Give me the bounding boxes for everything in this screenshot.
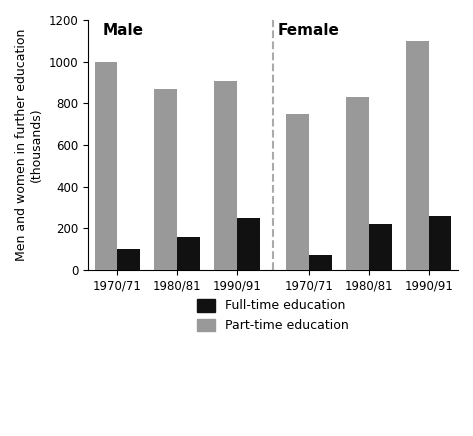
Bar xyxy=(237,218,260,270)
Y-axis label: Men and women in further education
(thousands): Men and women in further education (thou… xyxy=(15,29,43,261)
Bar xyxy=(155,89,177,270)
Bar xyxy=(369,224,392,270)
Bar xyxy=(177,237,200,270)
Bar xyxy=(117,249,140,270)
Bar xyxy=(95,61,117,270)
Text: Female: Female xyxy=(278,23,340,38)
Legend: Full-time education, Part-time education: Full-time education, Part-time education xyxy=(191,293,355,339)
Bar xyxy=(406,41,429,270)
Bar xyxy=(429,216,451,270)
Bar xyxy=(214,82,237,270)
Bar xyxy=(286,114,309,270)
Bar xyxy=(346,97,369,270)
Bar xyxy=(309,255,332,270)
Text: Male: Male xyxy=(103,23,144,38)
